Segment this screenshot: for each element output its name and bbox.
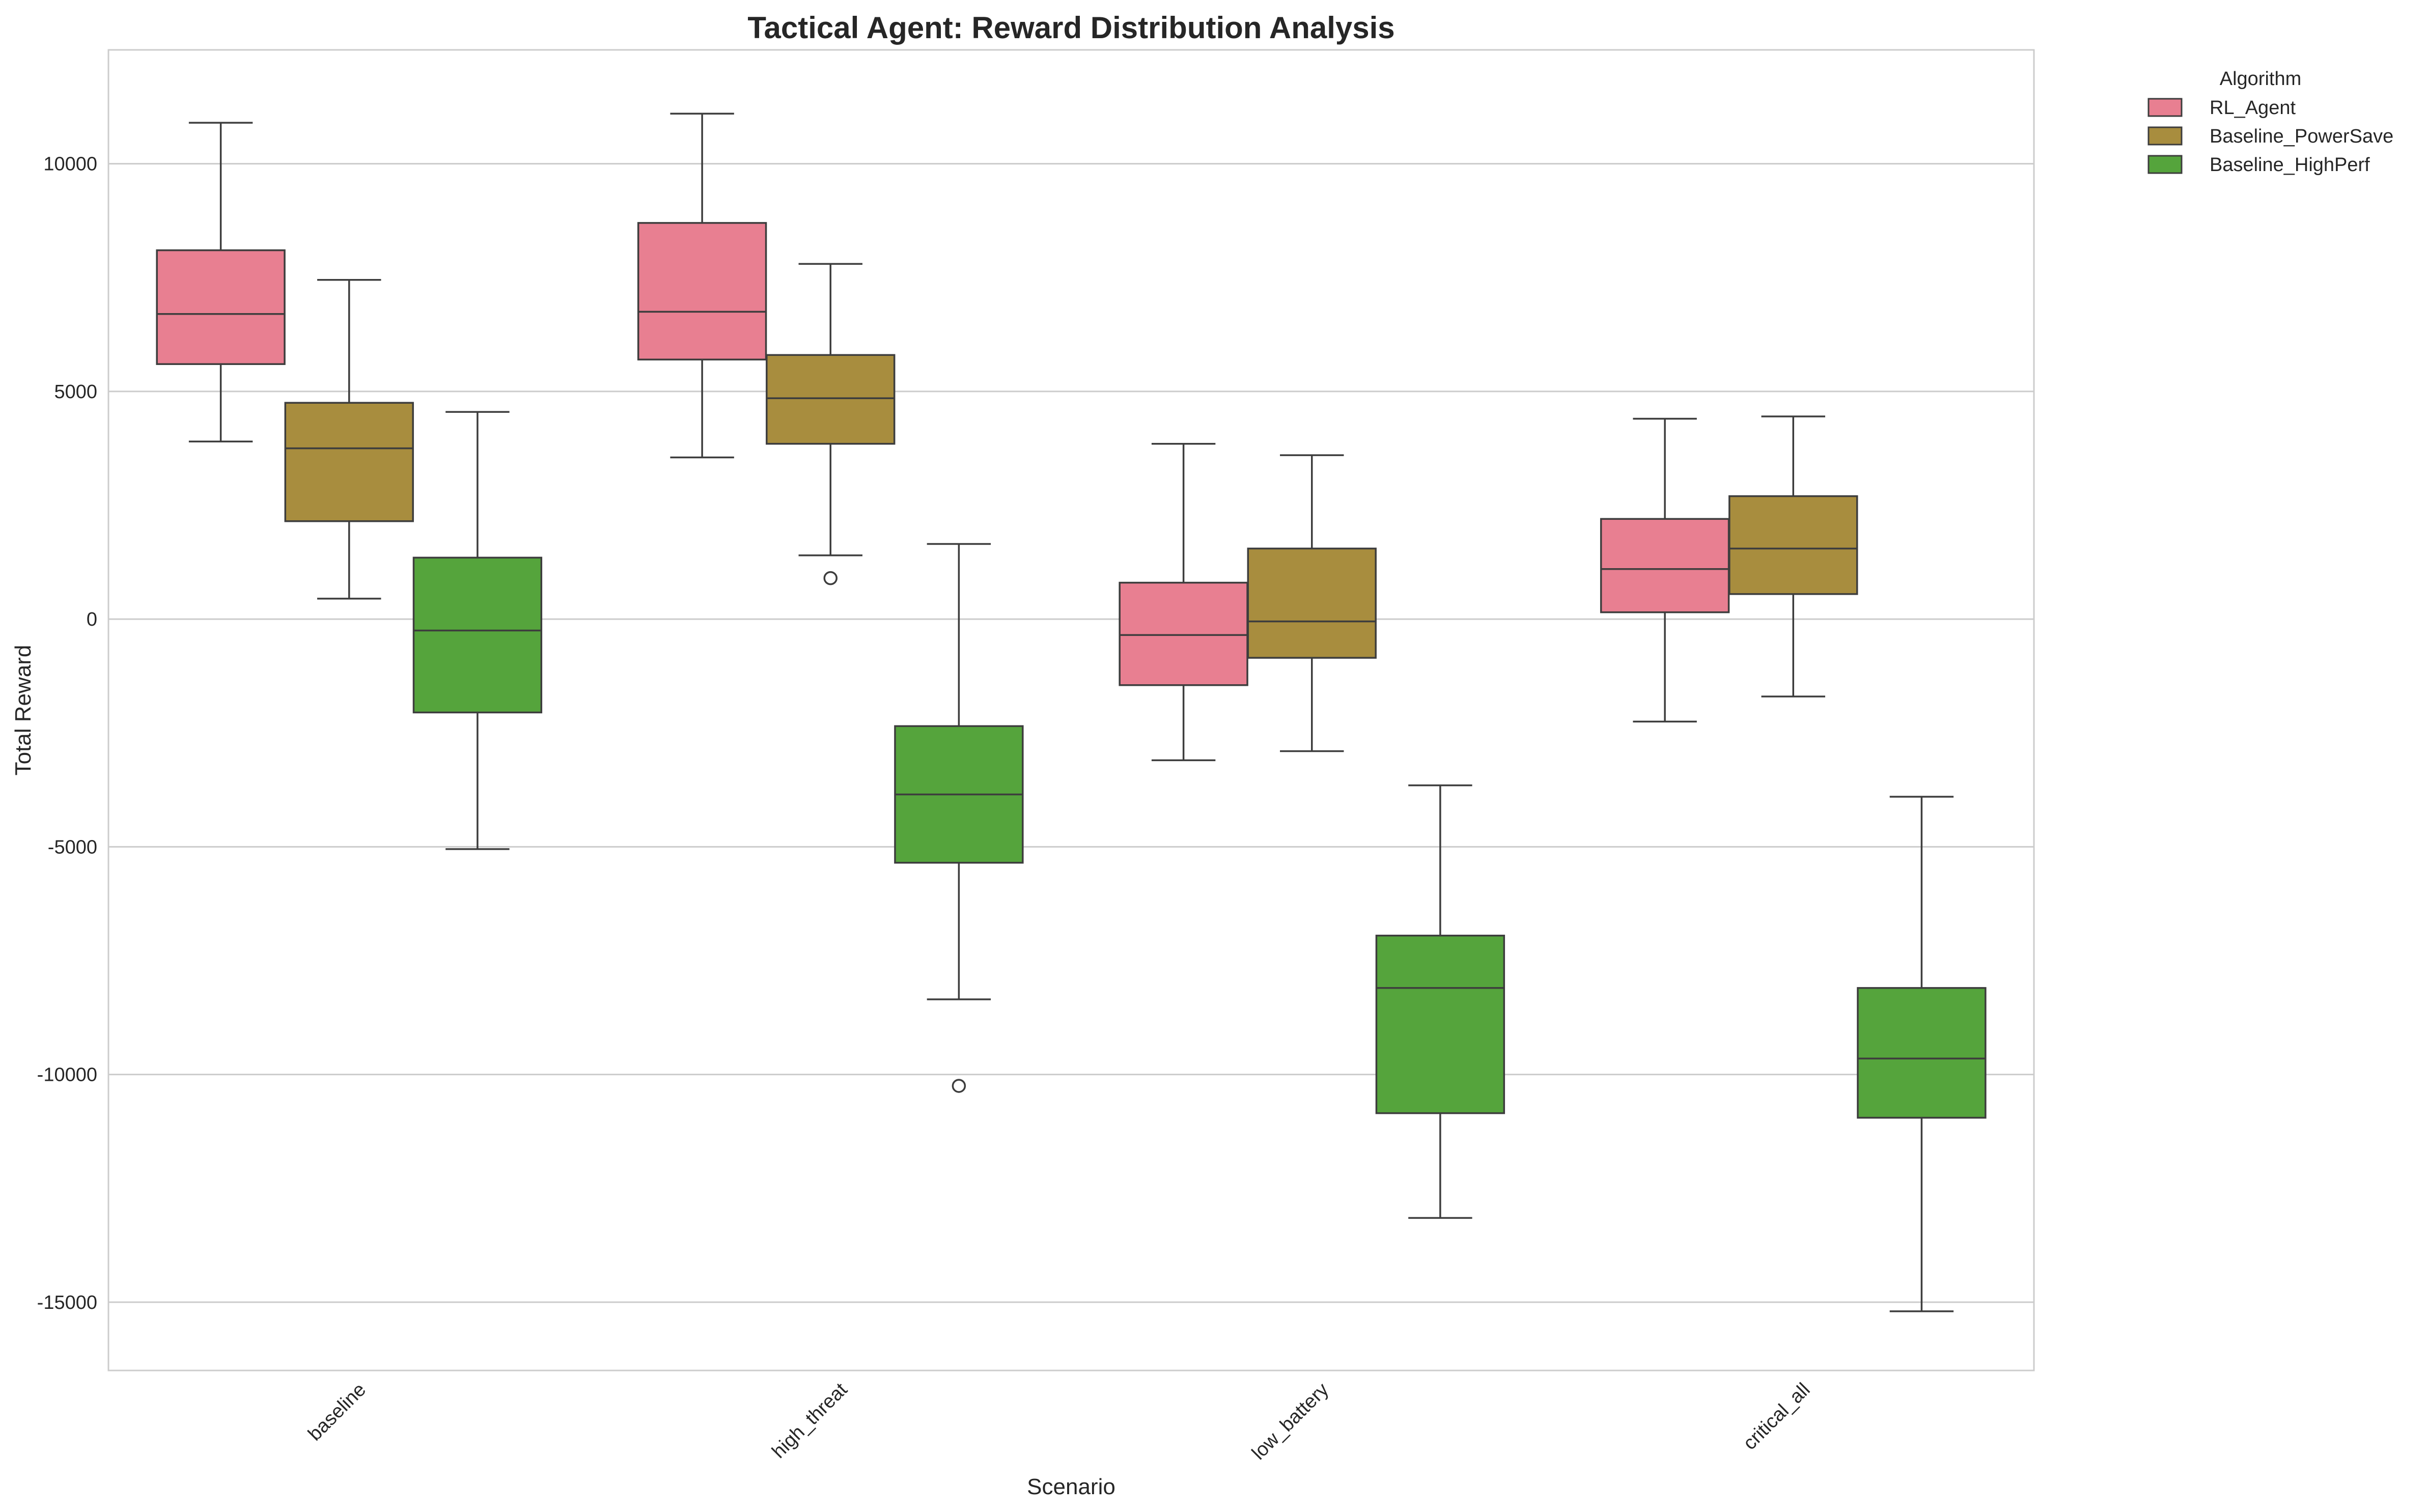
x-tick-label: low_battery [1248,1379,1333,1464]
box-series-group [156,113,1987,1312]
y-tick-label: 5000 [54,381,97,403]
iqr-box [412,556,543,714]
series-RL_Agent [156,113,1730,762]
legend-swatch [2147,126,2183,146]
iqr-box [1600,518,1730,613]
legend-title: Algorithm [2220,68,2302,90]
iqr-box [1857,987,1987,1119]
outlier-point [823,571,838,585]
y-axis-ticks: 10000 5000 0 -5000 -10000 -15000 [37,154,97,1313]
y-tick-label: 10000 [43,154,97,175]
y-tick-label: -10000 [37,1065,97,1086]
legend-swatch [2147,98,2183,117]
y-axis-label: Total Reward [11,645,36,776]
box-Baseline_HighPerf-low_battery [1375,784,1505,1219]
iqr-box [1247,547,1377,659]
grid-lines [108,163,2034,1303]
box-Baseline_HighPerf-baseline [412,411,543,850]
chart-title: Tactical Agent: Reward Distribution Anal… [747,11,1394,45]
box-RL_Agent-low_battery [1119,442,1248,762]
iqr-box [766,354,896,445]
x-tick-label: critical_all [1739,1379,1815,1454]
x-axis-ticks: baseline high_threat low_battery critical_a… [304,1379,1814,1464]
box-Baseline_PowerSave-baseline [284,278,414,600]
plot-frame [107,49,2035,1371]
iqr-box [1728,495,1858,595]
x-tick-label: high_threat [768,1379,851,1462]
box-Baseline_PowerSave-high_threat [766,263,896,585]
x-tick-label: baseline [304,1379,370,1445]
x-axis-label: Scenario [1027,1474,1115,1499]
iqr-box [156,249,286,365]
box-Baseline_HighPerf-critical_all [1857,796,1987,1312]
y-tick-label: 0 [87,609,97,630]
y-tick-label: -15000 [37,1292,97,1313]
box-RL_Agent-high_threat [637,113,767,459]
box-RL_Agent-baseline [156,122,286,443]
iqr-box [1375,935,1505,1114]
box-Baseline_PowerSave-low_battery [1247,454,1377,752]
legend-entry-label: Baseline_HighPerf [2210,154,2370,176]
iqr-box [1119,581,1248,686]
box-Baseline_HighPerf-high_threat [894,543,1024,1093]
series-Baseline_HighPerf [412,411,1987,1312]
iqr-box [284,402,414,522]
series-Baseline_PowerSave [284,263,1858,752]
legend-swatch [2147,155,2183,174]
legend-entry-label: Baseline_PowerSave [2210,126,2393,147]
y-tick-label: -5000 [48,836,97,858]
iqr-box [637,222,767,360]
legend: Algorithm RL_Agent Baseline_PowerSave Base… [2147,68,2393,176]
box-Baseline_PowerSave-critical_all [1728,415,1858,697]
box-RL_Agent-critical_all [1600,417,1730,723]
legend-entry-label: RL_Agent [2210,97,2296,119]
outlier-point [952,1079,966,1093]
